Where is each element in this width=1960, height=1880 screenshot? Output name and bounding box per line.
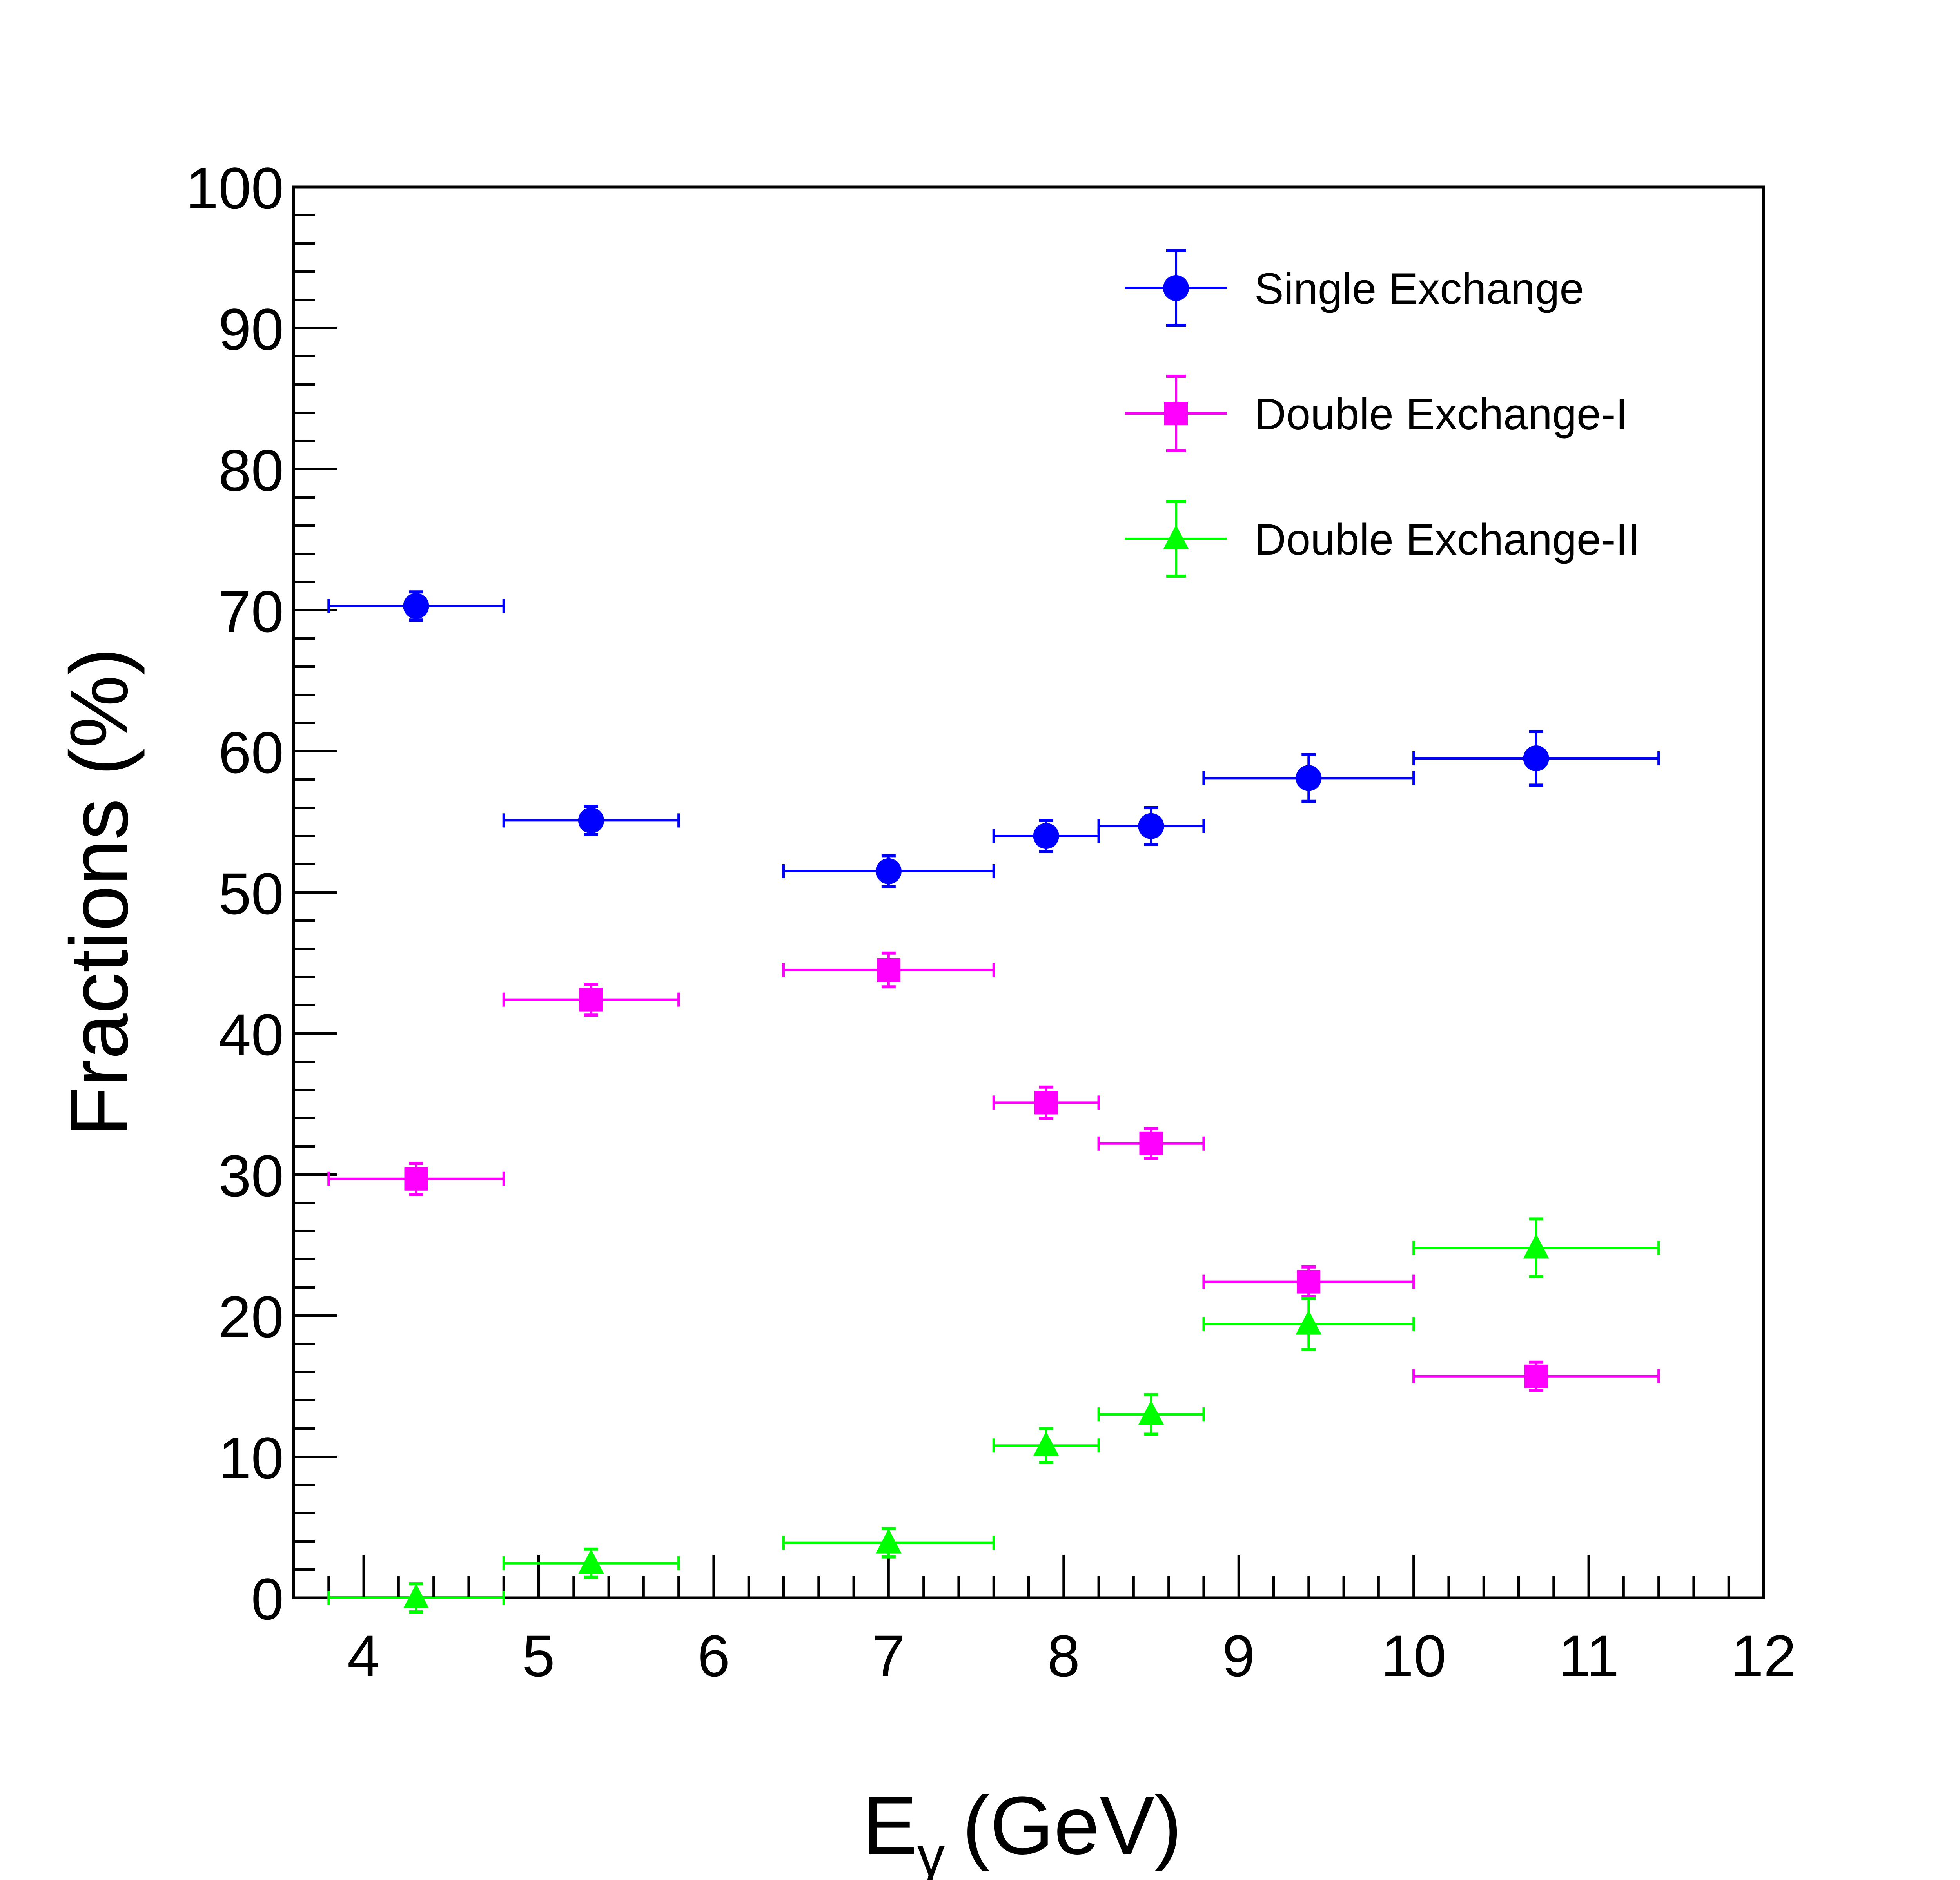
y-tick-label: 40 [218, 1002, 284, 1068]
axis-ticks: 0 10 20 30 40 50 60 70 80 90 100 4 5 6 7 8 9 10 11 12 [186, 155, 1797, 1689]
legend-marker-triangle-icon [1163, 525, 1189, 549]
data-point [782, 1527, 995, 1559]
data-marker [1033, 1431, 1059, 1456]
data-point [327, 590, 505, 622]
data-marker [875, 858, 902, 884]
data-marker [1138, 813, 1164, 839]
data-point [1202, 1297, 1415, 1351]
y-tick-label: 0 [251, 1566, 284, 1632]
legend-item: Double Exchange-II [1125, 500, 1640, 578]
data-marker [578, 807, 604, 834]
y-tick-label: 50 [218, 861, 284, 926]
data-marker [1033, 823, 1059, 849]
data-marker [1034, 1091, 1058, 1115]
x-axis-title: Eγ (GeV) [862, 1779, 1182, 1880]
data-point [1202, 1265, 1415, 1298]
data-marker [403, 1584, 429, 1608]
data-marker [875, 1528, 902, 1554]
y-tick-label: 20 [218, 1284, 284, 1350]
x-tick-label: 4 [347, 1623, 380, 1689]
legend-label: Single Exchange [1254, 264, 1584, 313]
x-tick-label: 10 [1381, 1623, 1446, 1689]
data-point [1412, 1360, 1660, 1392]
data-point [992, 1427, 1100, 1464]
data-point [782, 951, 995, 989]
data-point [1202, 753, 1415, 803]
y-tick-label: 30 [218, 1143, 284, 1209]
y-axis-title: Fractions (%) [53, 648, 145, 1137]
data-marker [1523, 745, 1549, 771]
data-point [502, 983, 680, 1017]
legend-marker-circle-icon [1163, 275, 1189, 301]
series-double-exchange-i [327, 951, 1660, 1392]
data-marker [578, 1549, 604, 1574]
data-point [782, 854, 995, 888]
data-point [502, 1547, 680, 1579]
x-tick-label: 9 [1222, 1623, 1255, 1689]
data-marker [1139, 1131, 1163, 1155]
data-point [1097, 1127, 1205, 1160]
y-tick-label: 100 [186, 155, 284, 221]
legend-label: Double Exchange-II [1254, 515, 1640, 564]
legend: Single Exchange Double Exchange-I Double E… [1125, 249, 1640, 578]
data-marker [1523, 1234, 1549, 1259]
data-point [502, 805, 680, 836]
data-series [327, 590, 1660, 1614]
data-point [1412, 1217, 1660, 1278]
y-tick-label: 80 [218, 437, 284, 503]
data-point [327, 1582, 505, 1614]
data-marker [877, 958, 900, 982]
y-tick-label: 70 [218, 578, 284, 644]
data-marker [1297, 1270, 1321, 1294]
x-tick-label: 11 [1558, 1623, 1619, 1689]
legend-label: Double Exchange-I [1254, 390, 1628, 439]
data-marker [1524, 1364, 1548, 1388]
legend-item: Double Exchange-I [1125, 375, 1628, 452]
data-marker [404, 1167, 428, 1191]
data-point [992, 819, 1100, 853]
data-point [327, 1162, 505, 1196]
x-axis-title-unit: (GeV) [962, 1779, 1182, 1871]
x-axis-title-subscript: γ [917, 1826, 945, 1880]
series-double-exchange-ii [327, 1217, 1660, 1614]
x-axis-title-main: E [862, 1779, 917, 1871]
series-single-exchange [327, 590, 1660, 888]
y-tick-label: 10 [218, 1425, 284, 1491]
data-point [1412, 730, 1660, 787]
x-tick-label: 12 [1731, 1623, 1797, 1689]
y-tick-label: 90 [218, 296, 284, 362]
y-tick-label: 60 [218, 720, 284, 785]
data-marker [403, 593, 429, 619]
legend-item: Single Exchange [1125, 249, 1584, 327]
data-point [1097, 806, 1205, 846]
data-point [1097, 1393, 1205, 1436]
data-point [992, 1085, 1100, 1120]
legend-marker-square-icon [1164, 402, 1188, 425]
data-marker [1296, 765, 1322, 791]
x-tick-label: 7 [872, 1623, 905, 1689]
x-tick-label: 5 [522, 1623, 555, 1689]
data-marker [1138, 1400, 1164, 1425]
data-marker [579, 988, 603, 1012]
x-tick-label: 6 [697, 1623, 730, 1689]
x-tick-label: 8 [1047, 1623, 1080, 1689]
data-marker [1296, 1310, 1322, 1335]
